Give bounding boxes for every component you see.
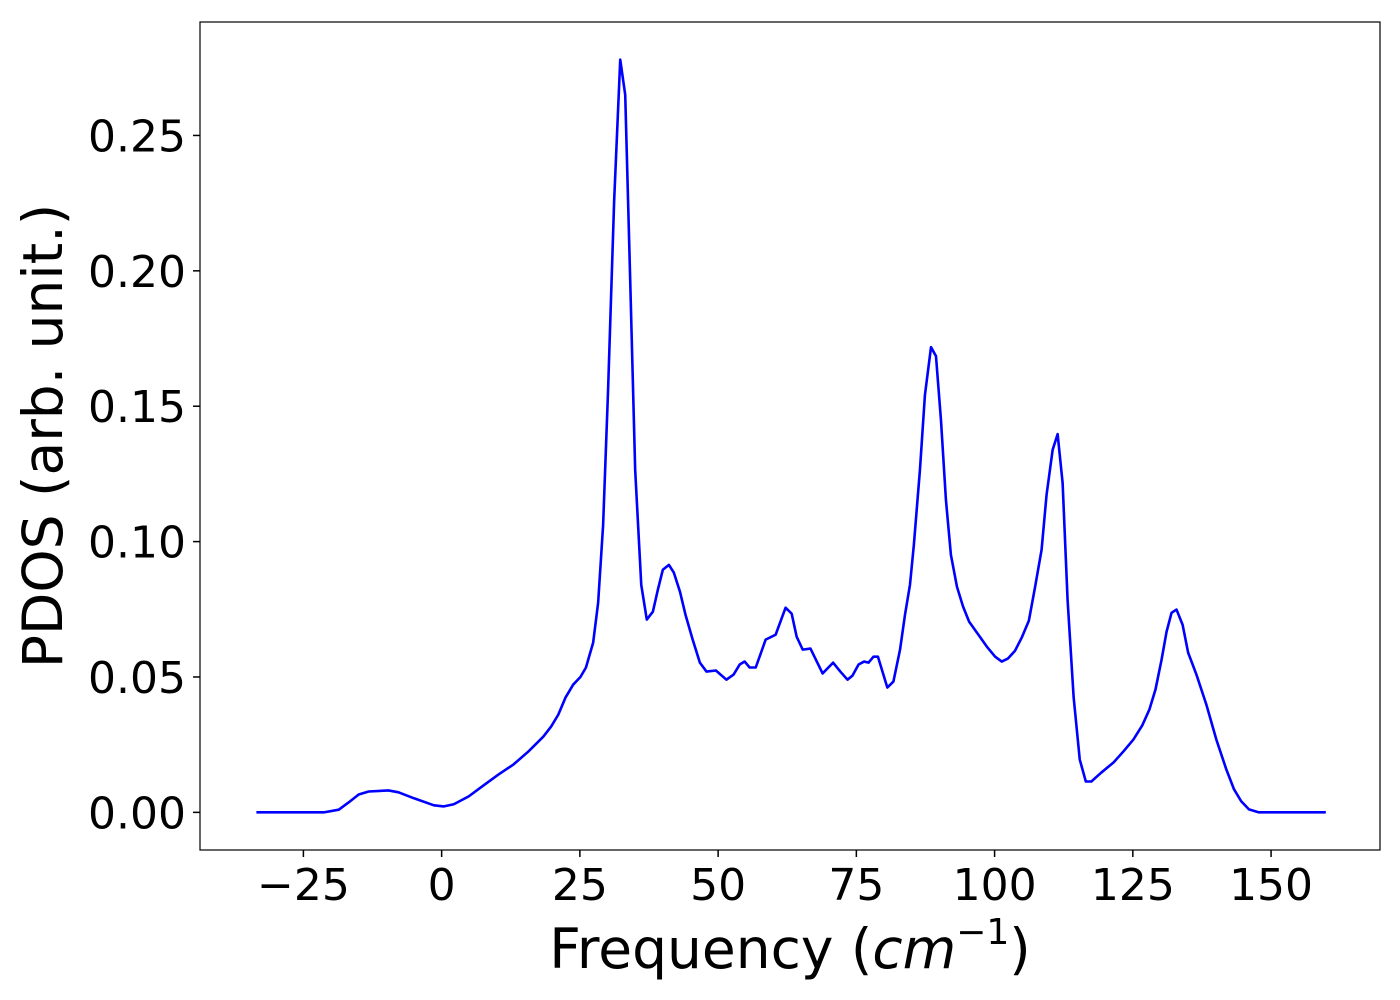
x-label-math: cm: [872, 917, 956, 981]
y-tick-label: 0.10: [88, 518, 186, 569]
x-tick-label: 150: [1229, 860, 1313, 911]
x-axis-label: Frequency (cm−1): [549, 912, 1030, 981]
y-axis-label: PDOS (arb. unit.): [11, 204, 75, 668]
x-tick-label: 0: [428, 860, 456, 911]
y-tick-label: 0.25: [88, 111, 186, 162]
x-tick-label: 25: [552, 860, 608, 911]
x-tick-label: 125: [1091, 860, 1175, 911]
x-tick-label: 100: [953, 860, 1037, 911]
y-tick-label: 0.15: [88, 382, 186, 433]
y-tick-label: 0.20: [88, 247, 186, 298]
y-tick-label: 0.05: [88, 653, 186, 704]
x-label-part: ): [1009, 917, 1030, 981]
x-label-part: Frequency (: [549, 917, 872, 981]
x-tick-label: 75: [828, 860, 884, 911]
line-series: [256, 58, 1326, 814]
x-tick-label: −25: [257, 860, 350, 911]
x-tick-label: 50: [690, 860, 746, 911]
x-label-sup: −1: [956, 912, 1009, 953]
plot-frame: [199, 21, 1381, 851]
y-tick-label: 0.00: [88, 788, 186, 839]
